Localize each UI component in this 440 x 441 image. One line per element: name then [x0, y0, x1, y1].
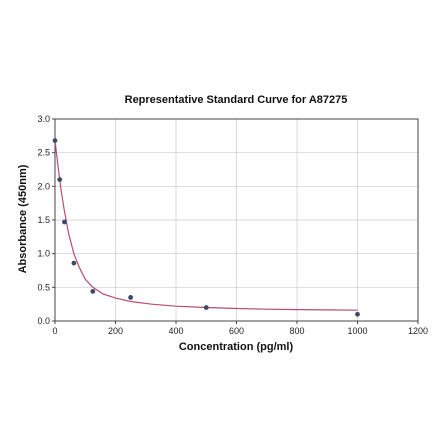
x-tick-label: 0 — [52, 326, 57, 336]
data-point — [203, 305, 209, 310]
chart-title: Representative Standard Curve for A87275 — [125, 94, 348, 106]
data-point — [52, 138, 58, 143]
data-point — [90, 288, 96, 294]
y-axis: 0.0 0.5 1.0 1.5 2.0 2.5 3.0 — [37, 114, 55, 326]
data-point — [62, 219, 67, 225]
data-point — [57, 177, 63, 183]
data-points — [52, 138, 360, 317]
x-tick-label: 600 — [229, 326, 244, 336]
y-tick-label: 2.5 — [37, 148, 50, 158]
x-tick-label: 200 — [108, 326, 123, 336]
y-tick-label: 0.5 — [37, 282, 50, 292]
data-point — [355, 311, 360, 317]
x-axis-label: Concentration (pg/ml) — [179, 341, 294, 353]
y-tick-label: 3.0 — [37, 114, 50, 124]
grid — [54, 118, 419, 322]
x-axis: 0 200 400 600 800 1000 1200 — [52, 321, 428, 336]
fit-curve — [54, 140, 358, 311]
data-point — [71, 260, 77, 266]
y-axis-label: Absorbance (450nm) — [17, 164, 29, 273]
y-tick-label: 1.0 — [37, 249, 50, 259]
y-tick-label: 0.0 — [37, 316, 50, 326]
data-point — [128, 295, 134, 300]
x-tick-label: 400 — [168, 326, 183, 336]
x-tick-label: 800 — [289, 326, 304, 336]
y-tick-label: 1.5 — [37, 215, 50, 225]
x-tick-label: 1200 — [408, 326, 428, 336]
y-tick-label: 2.0 — [37, 181, 50, 191]
x-tick-label: 1000 — [347, 326, 367, 336]
